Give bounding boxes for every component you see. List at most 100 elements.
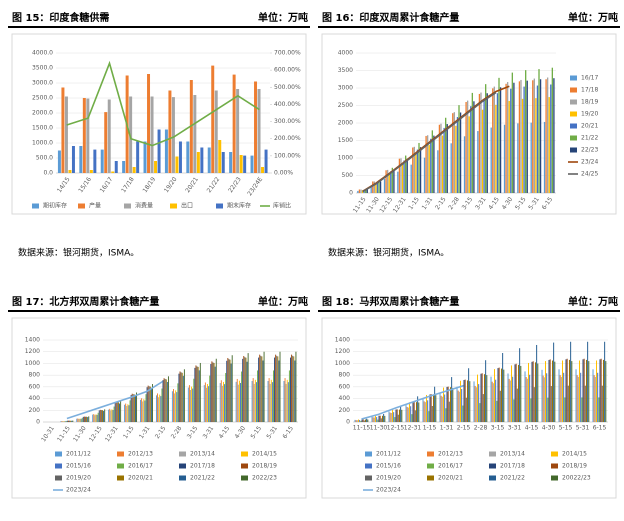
x-tick-label: 1-15 bbox=[423, 425, 437, 432]
line-series bbox=[361, 384, 464, 420]
bar bbox=[260, 355, 262, 422]
bar bbox=[434, 386, 436, 422]
bar bbox=[426, 394, 428, 422]
bar bbox=[533, 387, 535, 422]
bar bbox=[564, 397, 566, 422]
x-tick-label: 2-15 bbox=[457, 425, 471, 432]
bar bbox=[162, 380, 164, 422]
bar bbox=[252, 378, 254, 422]
legend-label: 19/20 bbox=[581, 111, 598, 118]
bar bbox=[191, 386, 193, 422]
bar bbox=[429, 394, 431, 422]
bar bbox=[405, 405, 407, 422]
bar bbox=[430, 394, 432, 422]
bar bbox=[57, 150, 61, 173]
bar bbox=[598, 397, 600, 422]
legend-label: 2012/13 bbox=[128, 451, 153, 458]
bar bbox=[463, 380, 465, 422]
bar bbox=[177, 383, 179, 422]
legend-label: 期初库存 bbox=[43, 202, 67, 210]
bar bbox=[393, 169, 395, 193]
legend-label: 2016/17 bbox=[128, 463, 153, 470]
legend-label: 期末库存 bbox=[227, 202, 251, 210]
legend-swatch bbox=[551, 475, 558, 481]
x-tick-label: 12-31 bbox=[104, 425, 120, 443]
bar bbox=[519, 348, 521, 422]
bar bbox=[375, 183, 377, 193]
y2-tick-label: 100.00% bbox=[274, 152, 301, 159]
bar bbox=[246, 361, 248, 422]
chart-frame bbox=[11, 317, 307, 499]
bar bbox=[496, 400, 498, 422]
bar bbox=[528, 362, 530, 422]
bar bbox=[389, 412, 391, 422]
bar bbox=[441, 135, 444, 193]
y-tick-label: 4000.0 bbox=[32, 50, 53, 57]
bar bbox=[483, 98, 485, 193]
bar bbox=[257, 89, 261, 173]
y-tick-label: 600 bbox=[29, 383, 41, 390]
bar bbox=[211, 65, 215, 173]
legend-swatch bbox=[570, 87, 577, 93]
bar bbox=[405, 155, 407, 193]
bar bbox=[261, 167, 265, 173]
bar bbox=[193, 95, 197, 173]
bar bbox=[238, 380, 240, 422]
bar bbox=[553, 342, 555, 422]
x-tick-label: 5-31 bbox=[527, 196, 541, 211]
line-series bbox=[362, 91, 497, 193]
bar bbox=[65, 420, 67, 422]
bar bbox=[505, 83, 507, 193]
bar bbox=[194, 367, 196, 422]
legend-swatch bbox=[241, 463, 248, 469]
legend-swatch bbox=[241, 451, 248, 457]
bar bbox=[109, 408, 111, 422]
bar bbox=[94, 415, 96, 422]
bar bbox=[159, 394, 161, 422]
bar bbox=[444, 394, 446, 422]
bar bbox=[502, 353, 504, 422]
bar bbox=[412, 401, 414, 422]
legend-label: 2021/22 bbox=[190, 475, 215, 482]
bar bbox=[433, 135, 435, 193]
bar bbox=[485, 84, 487, 193]
bar bbox=[360, 421, 362, 422]
bar bbox=[533, 78, 535, 193]
bar bbox=[186, 141, 190, 173]
bar bbox=[428, 145, 430, 193]
bar bbox=[83, 416, 85, 422]
x-tick-label: 5-31 bbox=[265, 425, 279, 440]
bar bbox=[538, 69, 540, 193]
bar bbox=[229, 152, 233, 173]
bar bbox=[259, 354, 261, 422]
bar bbox=[132, 394, 134, 422]
bar bbox=[239, 155, 243, 173]
y-tick-label: 600 bbox=[339, 383, 351, 390]
bar bbox=[97, 412, 99, 422]
bar bbox=[532, 80, 534, 193]
bar bbox=[128, 405, 130, 422]
bar bbox=[425, 135, 427, 193]
bar bbox=[243, 355, 245, 422]
bar bbox=[358, 419, 360, 422]
bar bbox=[236, 89, 240, 173]
bar bbox=[460, 380, 462, 422]
y-tick-label: 800 bbox=[339, 372, 351, 379]
bar bbox=[235, 381, 237, 422]
legend-swatch bbox=[427, 463, 434, 469]
bar bbox=[388, 411, 390, 422]
y-tick-label: 500 bbox=[342, 172, 354, 179]
legend-label: 2015/16 bbox=[66, 463, 91, 470]
bar bbox=[293, 356, 295, 422]
x-tick-label: 20/21 bbox=[184, 176, 200, 194]
bar bbox=[70, 420, 72, 422]
bar bbox=[468, 368, 470, 422]
y-tick-label: 3000.0 bbox=[32, 80, 53, 87]
bar bbox=[492, 88, 494, 193]
bar bbox=[524, 371, 526, 422]
bar bbox=[473, 101, 475, 193]
bar bbox=[441, 396, 443, 422]
bar bbox=[255, 382, 257, 422]
bar bbox=[480, 373, 482, 422]
